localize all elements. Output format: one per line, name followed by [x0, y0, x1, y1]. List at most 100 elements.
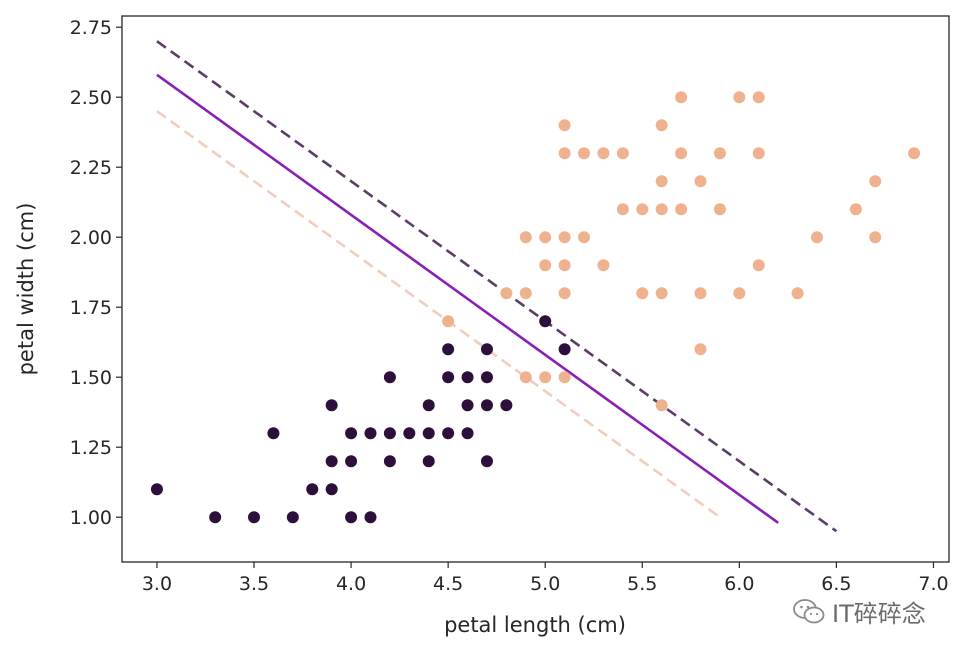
data-point-series-1 [597, 259, 610, 272]
y-tick-label: 2.75 [70, 17, 112, 39]
y-tick-label: 2.50 [70, 87, 112, 109]
wechat-icon [793, 598, 825, 623]
data-point-series-0 [422, 399, 435, 412]
data-point-series-1 [713, 203, 726, 216]
data-point-series-0 [461, 371, 474, 384]
data-point-series-1 [636, 287, 649, 300]
data-point-series-1 [791, 287, 804, 300]
data-point-series-0 [345, 455, 358, 468]
y-tick-label: 2.00 [70, 227, 112, 249]
data-point-series-0 [325, 455, 338, 468]
data-point-series-0 [422, 427, 435, 440]
data-point-series-0 [422, 455, 435, 468]
data-point-series-1 [655, 203, 668, 216]
data-point-series-1 [675, 147, 688, 160]
data-point-series-0 [442, 343, 455, 356]
y-axis: 1.00 1.25 1.50 1.75 2.00 2.25 2.50 2.75 [70, 17, 122, 529]
data-point-series-0 [248, 511, 261, 524]
y-tick-label: 1.00 [70, 507, 112, 529]
data-point-series-1 [597, 147, 610, 160]
x-tick-label: 5.0 [530, 573, 560, 595]
data-point-series-1 [578, 231, 591, 244]
data-point-series-1 [616, 147, 629, 160]
data-point-series-1 [655, 119, 668, 132]
data-point-series-1 [578, 147, 591, 160]
data-point-series-0 [480, 343, 493, 356]
data-point-series-0 [500, 399, 513, 412]
data-point-series-1 [908, 147, 921, 160]
dashed-margin-line-0 [156, 40, 838, 533]
data-point-series-1 [869, 175, 882, 188]
y-tick-label: 1.50 [70, 367, 112, 389]
y-tick-label: 1.25 [70, 437, 112, 459]
x-tick-label: 5.5 [627, 573, 657, 595]
data-point-series-1 [733, 287, 746, 300]
data-point-series-0 [150, 483, 163, 496]
data-point-series-0 [539, 315, 552, 328]
data-point-series-0 [325, 399, 338, 412]
data-point-series-0 [442, 371, 455, 384]
data-point-series-1 [733, 91, 746, 104]
data-point-series-1 [558, 259, 571, 272]
data-point-series-1 [752, 91, 765, 104]
data-point-series-0 [461, 399, 474, 412]
data-point-series-1 [616, 203, 629, 216]
data-point-series-1 [849, 203, 862, 216]
data-point-series-1 [713, 147, 726, 160]
data-point-series-1 [636, 203, 649, 216]
data-point-series-0 [267, 427, 280, 440]
x-tick-label: 6.5 [821, 573, 851, 595]
data-point-series-0 [442, 427, 455, 440]
data-point-series-1 [558, 147, 571, 160]
dashed-margin-line-2 [156, 110, 721, 519]
x-tick-label: 7.0 [918, 573, 948, 595]
data-point-series-1 [752, 147, 765, 160]
watermark: IT碎碎念 [792, 594, 926, 629]
data-point-series-0 [325, 483, 338, 496]
x-axis-title: petal length (cm) [444, 613, 626, 637]
data-point-series-1 [752, 259, 765, 272]
data-point-series-0 [383, 455, 396, 468]
watermark-text: IT碎碎念 [832, 600, 926, 628]
data-point-series-1 [539, 231, 552, 244]
data-point-series-0 [403, 427, 416, 440]
data-point-series-1 [869, 231, 882, 244]
x-tick-label: 3.0 [142, 573, 172, 595]
data-point-series-0 [364, 427, 377, 440]
data-point-series-1 [675, 91, 688, 104]
data-point-series-1 [558, 119, 571, 132]
data-point-series-0 [480, 455, 493, 468]
data-point-series-1 [539, 371, 552, 384]
data-point-series-1 [655, 175, 668, 188]
data-point-series-0 [558, 343, 571, 356]
data-point-series-1 [519, 371, 532, 384]
data-point-series-0 [286, 511, 299, 524]
data-point-series-1 [675, 203, 688, 216]
data-point-series-0 [480, 399, 493, 412]
data-point-series-1 [655, 287, 668, 300]
data-points [150, 91, 921, 524]
data-point-series-0 [461, 427, 474, 440]
data-point-series-0 [306, 483, 319, 496]
data-point-series-0 [209, 511, 222, 524]
x-tick-label: 6.0 [724, 573, 754, 595]
data-point-series-1 [694, 343, 707, 356]
data-point-series-1 [539, 259, 552, 272]
decision-lines [156, 40, 838, 533]
data-point-series-1 [694, 287, 707, 300]
data-point-series-0 [345, 427, 358, 440]
data-point-series-1 [694, 175, 707, 188]
data-point-series-0 [364, 511, 377, 524]
data-point-series-1 [810, 231, 823, 244]
data-point-series-1 [500, 287, 513, 300]
data-point-series-1 [519, 287, 532, 300]
x-axis: 3.0 3.5 4.0 4.5 5.0 5.5 6.0 6.5 7.0 [142, 562, 949, 595]
data-point-series-1 [558, 371, 571, 384]
data-point-series-0 [345, 511, 358, 524]
data-point-series-1 [519, 231, 532, 244]
x-tick-label: 3.5 [239, 573, 269, 595]
x-tick-label: 4.5 [433, 573, 463, 595]
y-axis-title: petal width (cm) [14, 203, 38, 376]
data-point-series-1 [558, 231, 571, 244]
